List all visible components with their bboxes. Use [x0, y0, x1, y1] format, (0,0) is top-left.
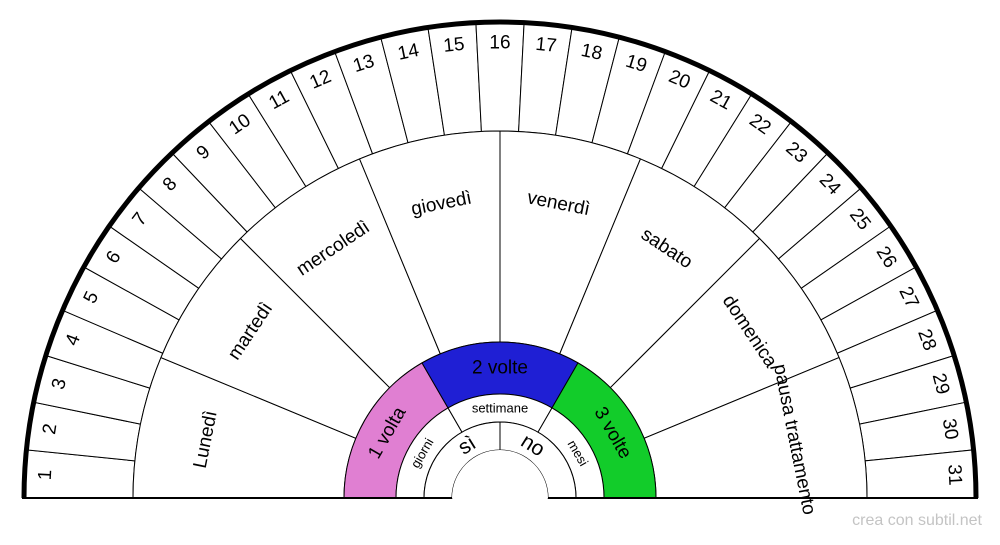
day-label: 1 [35, 469, 57, 481]
day-label: 31 [943, 464, 965, 486]
day-label: 30 [938, 417, 962, 441]
day-label: 17 [534, 34, 557, 57]
day-label: 15 [442, 34, 465, 57]
frequency-label: 2 volte [472, 358, 528, 379]
day-label: 18 [579, 40, 604, 65]
day-label: 16 [489, 33, 510, 54]
unit-label: settimane [472, 401, 528, 416]
watermark: crea con subtil.net [852, 512, 982, 530]
